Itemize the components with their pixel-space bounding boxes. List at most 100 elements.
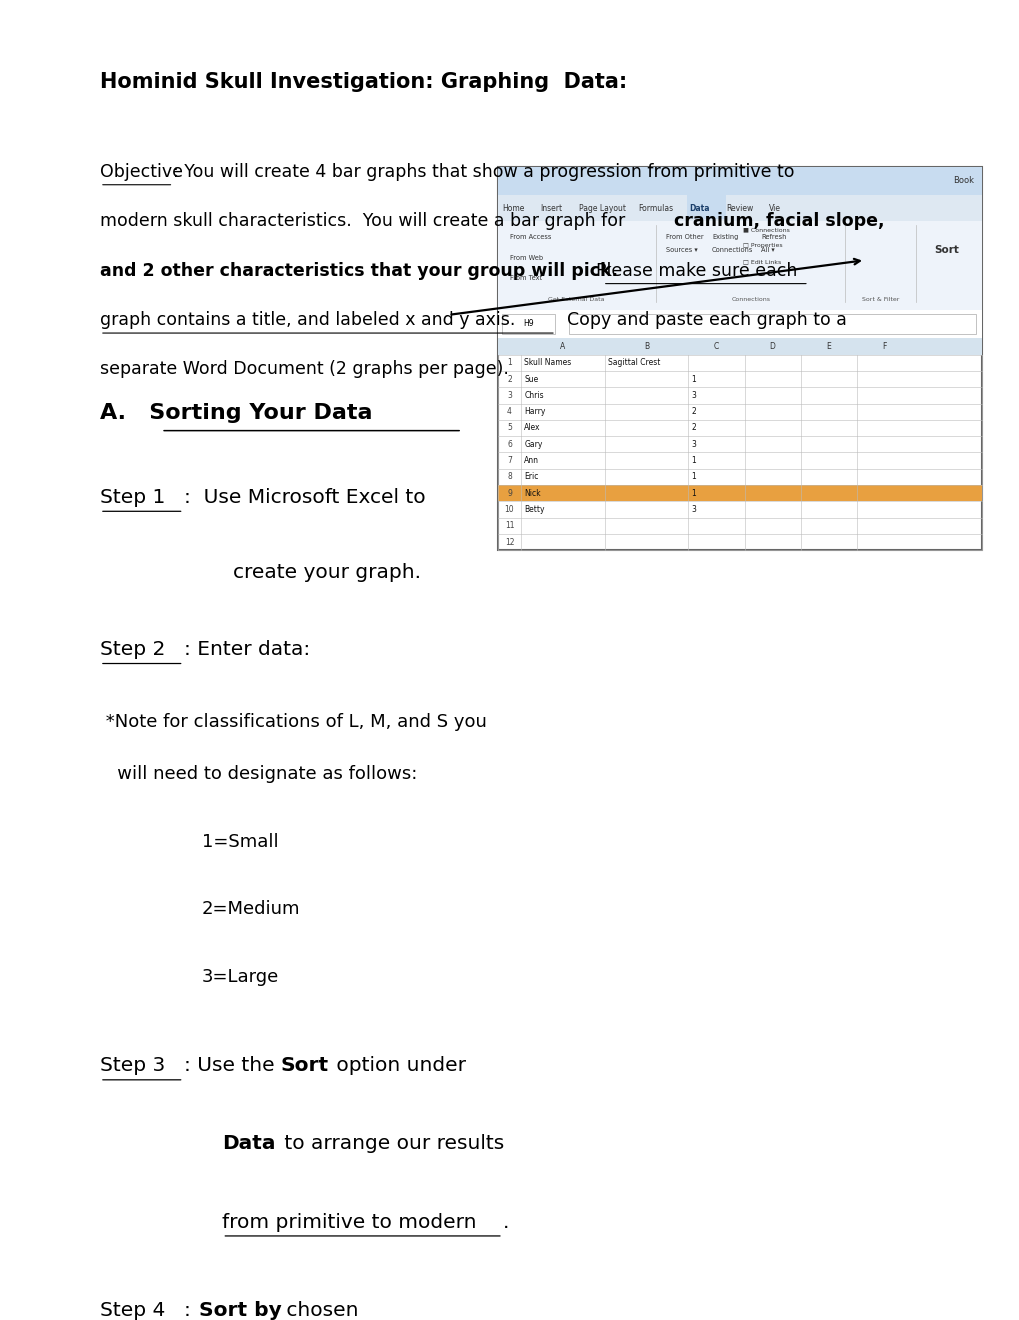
- Text: From Web: From Web: [510, 255, 542, 260]
- Text: Alex: Alex: [524, 424, 540, 433]
- Text: Vie: Vie: [768, 203, 781, 213]
- Text: Step 2: Step 2: [100, 640, 165, 659]
- Text: 10: 10: [504, 506, 514, 513]
- Text: 2: 2: [691, 424, 696, 433]
- Text: Connections: Connections: [711, 247, 753, 253]
- Text: modern skull characteristics.  You will create a bar graph for: modern skull characteristics. You will c…: [100, 213, 630, 230]
- Text: will need to designate as follows:: will need to designate as follows:: [100, 766, 417, 783]
- Text: Book: Book: [952, 177, 973, 185]
- Text: : Use the: : Use the: [183, 1056, 280, 1076]
- Bar: [497, 166, 981, 195]
- Text: H9: H9: [523, 319, 533, 329]
- Text: From Other: From Other: [665, 234, 703, 240]
- Text: All ▾: All ▾: [760, 247, 773, 253]
- Text: 2: 2: [691, 407, 696, 416]
- Text: Gary: Gary: [524, 440, 542, 449]
- Text: Skull Names: Skull Names: [524, 358, 571, 367]
- Text: *Note for classifications of L, M, and S you: *Note for classifications of L, M, and S…: [100, 713, 486, 731]
- Text: Hominid Skull Investigation: Graphing  Data:: Hominid Skull Investigation: Graphing Da…: [100, 71, 627, 91]
- Text: 7: 7: [506, 457, 512, 465]
- Text: and 2 other characteristics that your group will pick.: and 2 other characteristics that your gr…: [100, 261, 618, 280]
- Text: create your graph.: create your graph.: [232, 564, 420, 582]
- Text: .: .: [502, 1213, 508, 1232]
- Text: From Text: From Text: [510, 276, 541, 281]
- Text: 2=Medium: 2=Medium: [202, 900, 301, 919]
- Text: 8: 8: [506, 473, 512, 482]
- Bar: [569, 314, 975, 334]
- Text: 1: 1: [691, 457, 696, 465]
- Text: A: A: [559, 342, 566, 351]
- Text: 3: 3: [691, 440, 696, 449]
- Text: □ Properties: □ Properties: [742, 243, 782, 248]
- Text: Formulas: Formulas: [638, 203, 673, 213]
- Text: Eric: Eric: [524, 473, 538, 482]
- Bar: [497, 338, 981, 355]
- Text: 1: 1: [691, 488, 696, 498]
- Text: Sort by: Sort by: [199, 1302, 281, 1320]
- Text: 4: 4: [506, 407, 512, 416]
- Text: 3: 3: [506, 391, 512, 400]
- Text: separate Word Document (2 graphs per page).: separate Word Document (2 graphs per pag…: [100, 360, 508, 379]
- Text: Sort: Sort: [933, 244, 958, 255]
- Text: □ Edit Links: □ Edit Links: [742, 259, 781, 264]
- Bar: [501, 314, 554, 334]
- Text: 2: 2: [506, 375, 512, 384]
- Text: : Enter data:: : Enter data:: [183, 640, 310, 659]
- Text: Page Layout: Page Layout: [579, 203, 626, 213]
- Text: Step 4: Step 4: [100, 1302, 165, 1320]
- Text: Connections: Connections: [731, 297, 769, 302]
- Text: 9: 9: [506, 488, 512, 498]
- Text: Sort & Filter: Sort & Filter: [861, 297, 898, 302]
- Text: cranium, facial slope,: cranium, facial slope,: [674, 213, 883, 230]
- Text: from primitive to modern: from primitive to modern: [222, 1213, 477, 1232]
- Text: 12: 12: [504, 537, 514, 546]
- Text: Get External Data: Get External Data: [547, 297, 604, 302]
- Text: Sagittal Crest: Sagittal Crest: [607, 358, 659, 367]
- Text: Chris: Chris: [524, 391, 543, 400]
- Text: Please make sure each: Please make sure each: [585, 261, 797, 280]
- Text: 3: 3: [691, 391, 696, 400]
- Text: 1: 1: [691, 375, 696, 384]
- Text: : You will create 4 bar graphs that show a progression from primitive to: : You will create 4 bar graphs that show…: [173, 162, 794, 181]
- Text: Data: Data: [689, 203, 709, 213]
- Text: to arrange our results: to arrange our results: [278, 1134, 504, 1154]
- Text: E: E: [825, 342, 830, 351]
- Text: From Access: From Access: [510, 234, 551, 240]
- Text: Sue: Sue: [524, 375, 538, 384]
- Text: C: C: [713, 342, 718, 351]
- Text: Refresh: Refresh: [760, 234, 786, 240]
- Text: option under: option under: [330, 1056, 466, 1076]
- Text: Sort: Sort: [280, 1056, 328, 1076]
- Bar: [497, 222, 981, 310]
- Text: Step 3: Step 3: [100, 1056, 165, 1076]
- Bar: [497, 195, 981, 222]
- Text: 11: 11: [504, 521, 514, 531]
- Text: 5: 5: [506, 424, 512, 433]
- Bar: [497, 484, 981, 502]
- Text: ■ Connections: ■ Connections: [742, 228, 789, 232]
- Text: D: D: [769, 342, 774, 351]
- Text: Objective: Objective: [100, 162, 182, 181]
- Text: Harry: Harry: [524, 407, 545, 416]
- Text: graph contains a title, and labeled x and y axis.: graph contains a title, and labeled x an…: [100, 312, 515, 329]
- Text: 1: 1: [691, 473, 696, 482]
- Text: :  Use Microsoft Excel to: : Use Microsoft Excel to: [183, 488, 425, 507]
- Text: Copy and paste each graph to a: Copy and paste each graph to a: [555, 312, 846, 329]
- Text: A.   Sorting Your Data: A. Sorting Your Data: [100, 404, 372, 424]
- Text: 1=Small: 1=Small: [202, 833, 278, 850]
- Text: 6: 6: [506, 440, 512, 449]
- Bar: [497, 166, 981, 550]
- Bar: [497, 310, 981, 338]
- Text: Review: Review: [726, 203, 753, 213]
- Text: 1: 1: [506, 358, 512, 367]
- Text: F: F: [881, 342, 887, 351]
- Text: chosen: chosen: [280, 1302, 359, 1320]
- Text: Existing: Existing: [711, 234, 738, 240]
- Text: 3=Large: 3=Large: [202, 968, 279, 986]
- Text: Nick: Nick: [524, 488, 540, 498]
- Text: Home: Home: [501, 203, 524, 213]
- Text: B: B: [643, 342, 649, 351]
- Text: 3: 3: [691, 506, 696, 513]
- Text: :: :: [183, 1302, 197, 1320]
- Text: Betty: Betty: [524, 506, 544, 513]
